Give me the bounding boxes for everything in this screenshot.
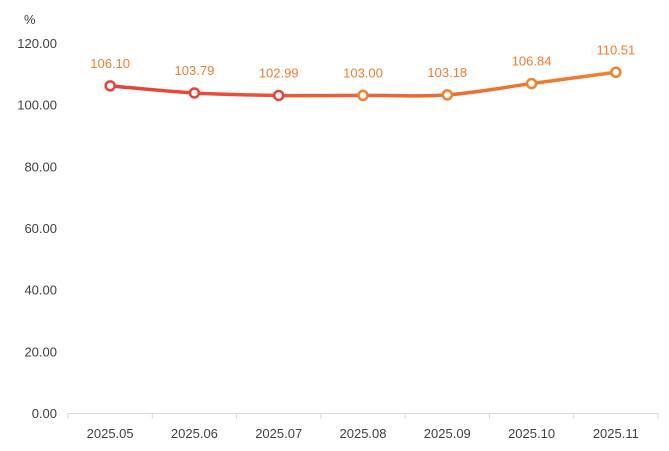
x-tick-label: 2025.08 <box>340 426 387 441</box>
data-label: 103.00 <box>343 65 383 80</box>
data-point-marker <box>104 80 116 92</box>
y-axis: 0.00 20.00 40.00 60.00 80.00 100.00 120.00 <box>17 36 57 421</box>
y-tick-label: 0.00 <box>32 406 57 421</box>
data-point-marker <box>441 89 454 101</box>
y-tick-label: 100.00 <box>17 98 57 113</box>
x-tick-label: 2025.10 <box>508 426 555 441</box>
data-label: 103.18 <box>427 65 467 80</box>
x-axis: 2025.05 2025.06 2025.07 2025.08 2025.09 2025.… <box>67 413 659 441</box>
x-tick-label: 2025.06 <box>171 426 218 441</box>
data-label: 110.51 <box>596 42 635 57</box>
series-line-group <box>104 66 622 102</box>
x-tick-label: 2025.07 <box>255 426 302 441</box>
x-tick-label: 2025.09 <box>424 426 471 441</box>
data-point-marker <box>272 89 285 102</box>
data-label: 102.99 <box>259 65 299 80</box>
y-tick-label: 80.00 <box>24 159 57 174</box>
y-unit-label: % <box>24 12 36 27</box>
y-tick-label: 40.00 <box>24 283 57 298</box>
data-label-group: 106.10 103.79 102.99 103.00 103.18 106.84 110.… <box>90 42 635 80</box>
data-point-marker <box>357 89 369 102</box>
x-tick-label: 2025.11 <box>593 426 639 441</box>
x-tick-label: 2025.05 <box>87 426 134 441</box>
data-point-marker <box>525 77 538 90</box>
data-point-marker <box>610 66 622 79</box>
y-tick-label: 20.00 <box>24 344 57 359</box>
data-label: 103.79 <box>175 63 215 78</box>
data-label: 106.84 <box>512 54 552 69</box>
data-label: 106.10 <box>90 56 130 71</box>
y-tick-label: 120.00 <box>17 36 57 51</box>
data-point-marker <box>188 87 201 99</box>
y-tick-label: 60.00 <box>24 221 57 236</box>
